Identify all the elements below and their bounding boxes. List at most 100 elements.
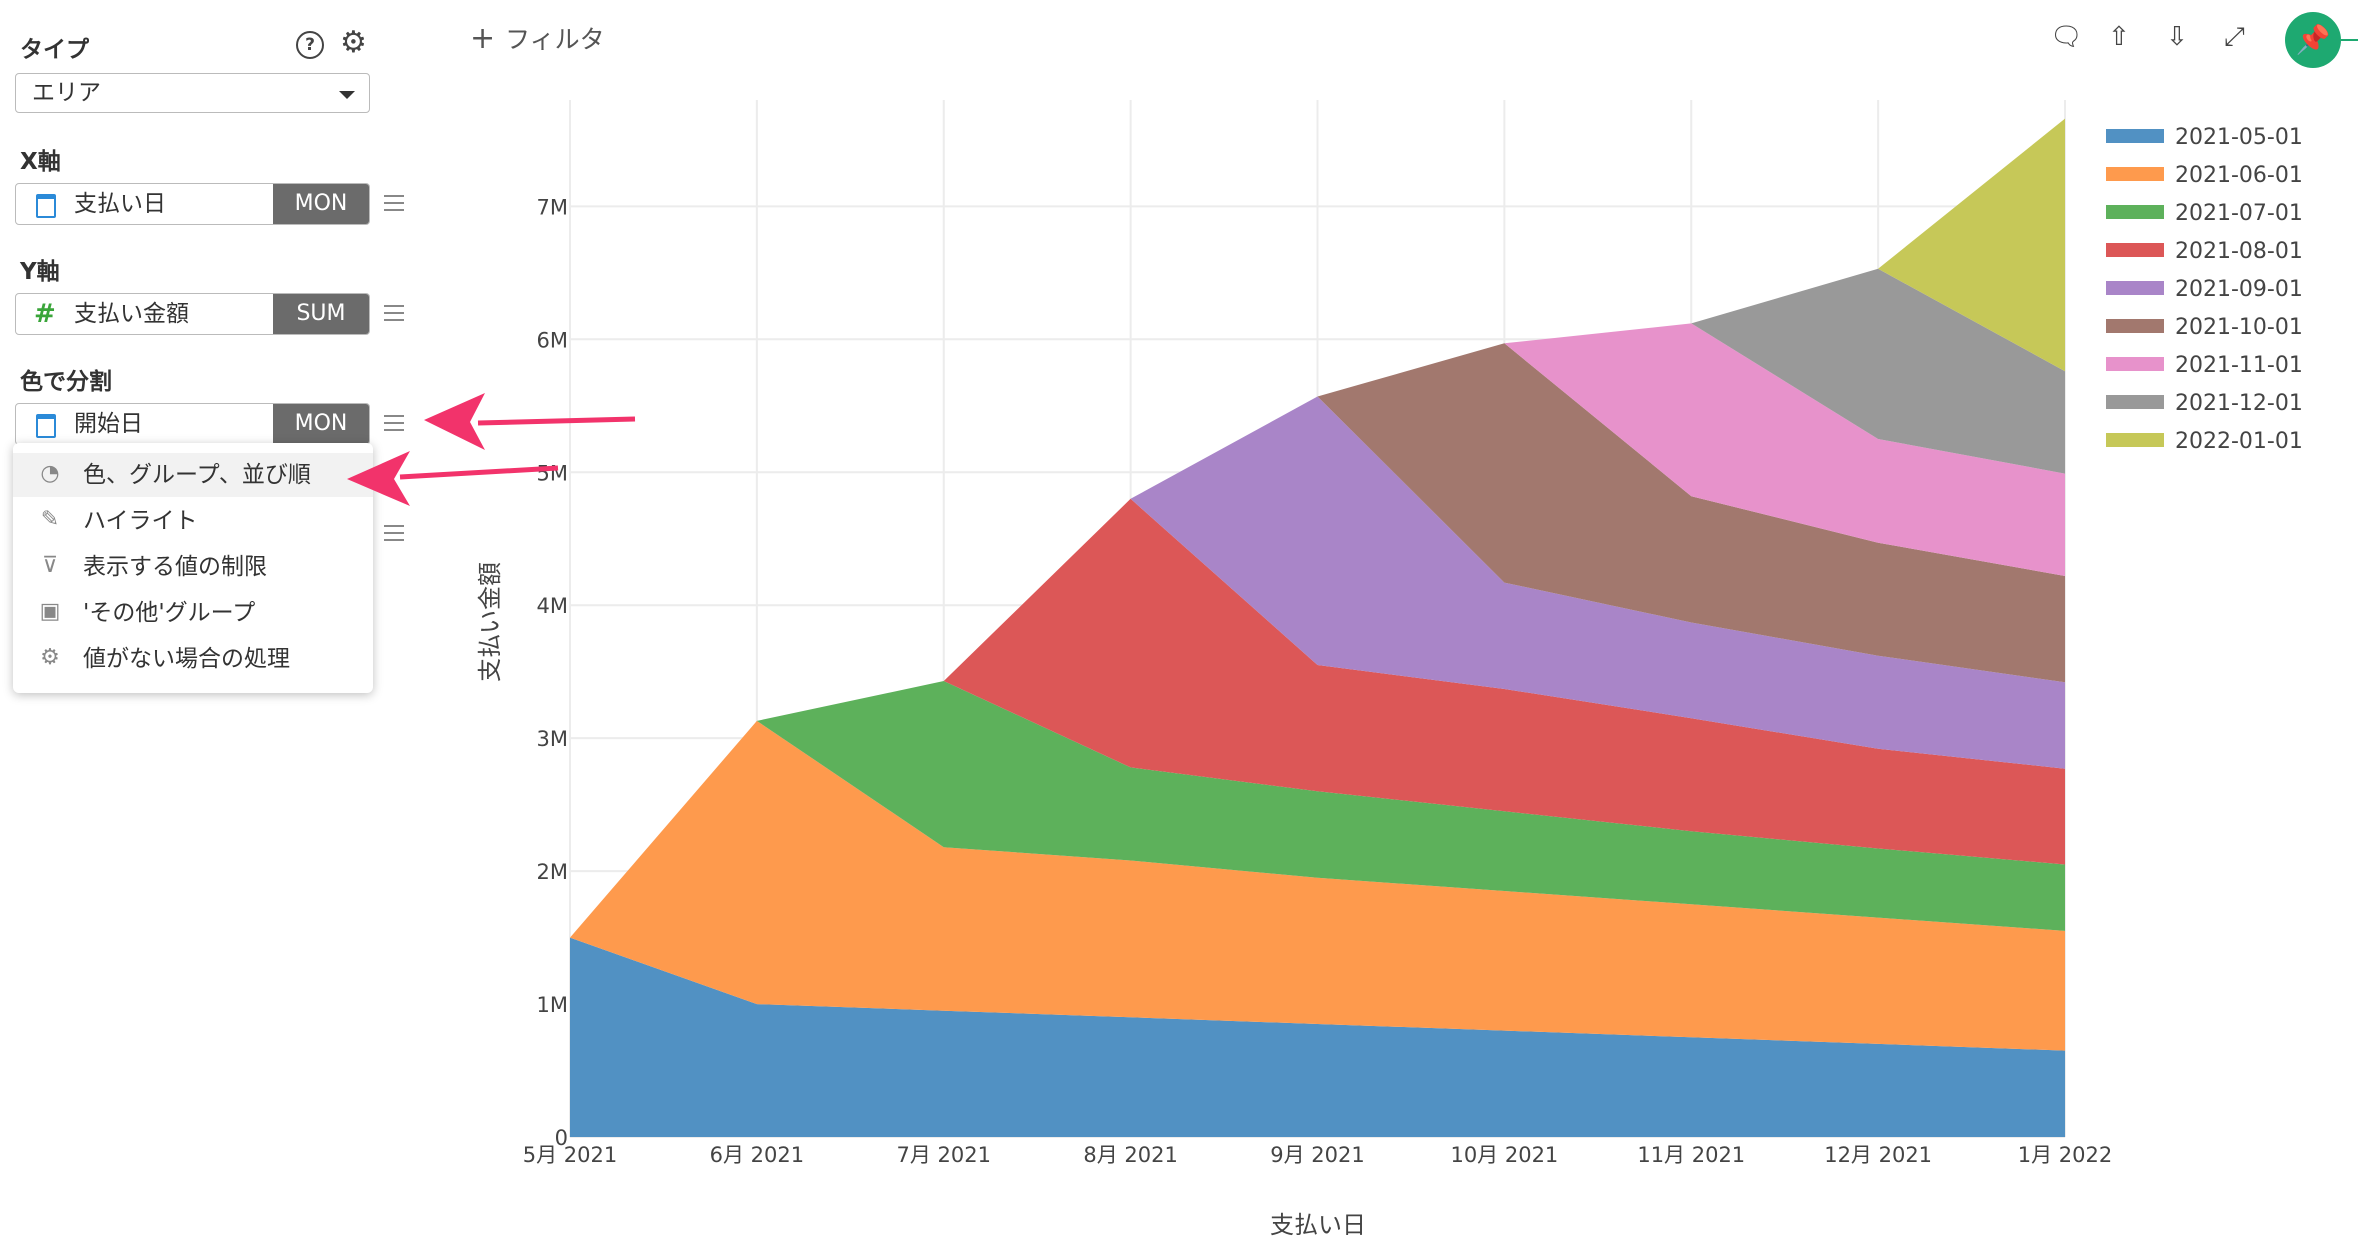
menu-item-label: 色、グループ、並び順	[83, 462, 311, 488]
area-series-2021-11-01	[570, 323, 2065, 938]
legend-swatch	[2106, 319, 2164, 333]
x-tick-label: 11月 2021	[1637, 1143, 1745, 1167]
menu-item-label: 'その他'グループ	[83, 600, 256, 626]
settings-panel: タイプ ? ⚙ エリア X軸 支払い日 MON Y軸 # 支払い金額 SUM 色…	[0, 0, 404, 1256]
y-axis-agg-button[interactable]: SUM	[273, 294, 369, 334]
chart-type-select[interactable]: エリア	[15, 73, 370, 113]
y-axis-menu-icon[interactable]	[384, 305, 404, 321]
legend-label: 2021-08-01	[2175, 239, 2303, 264]
help-icon[interactable]: ?	[296, 31, 324, 59]
y-tick-label: 3M	[537, 727, 568, 751]
download-icon[interactable]: ⇩	[2166, 22, 2188, 52]
comment-icon[interactable]: 🗨	[2050, 22, 2084, 52]
chart-legend: 2021-05-01 2021-06-01 2021-07-01 2021-08-01…	[2106, 125, 2303, 454]
filter-icon: ⊽	[41, 553, 59, 578]
menu-item-missing-values[interactable]: ⚙ 値がない場合の処理	[13, 637, 373, 681]
y-tick-label: 7M	[537, 195, 568, 219]
calendar-icon	[36, 194, 56, 218]
menu-item-label: ハイライト	[83, 508, 198, 534]
legend-label: 2021-09-01	[2175, 277, 2303, 302]
legend-label: 2021-10-01	[2175, 315, 2303, 340]
arrow-head	[347, 451, 410, 506]
y-tick-label: 0	[555, 1126, 568, 1150]
y-axis-field-name: 支払い金額	[74, 301, 189, 327]
y-tick-label: 6M	[537, 328, 568, 352]
x-tick-label: 10月 2021	[1450, 1143, 1558, 1167]
x-axis-label: X軸	[20, 149, 61, 175]
menu-item-color-group-order[interactable]: ◔ 色、グループ、並び順	[13, 453, 373, 497]
y-tick-label: 4M	[537, 594, 568, 618]
legend-label: 2021-07-01	[2175, 201, 2303, 226]
legend-label: 2022-01-01	[2175, 429, 2303, 454]
legend-swatch	[2106, 205, 2164, 219]
pin-icon[interactable]: 📌	[2285, 12, 2341, 68]
arrow-to-menu-item	[399, 465, 559, 480]
y-axis-field[interactable]: # 支払い金額 SUM	[15, 293, 370, 335]
x-axis-agg-button[interactable]: MON	[273, 184, 369, 224]
x-axis-field-name: 支払い日	[74, 191, 166, 217]
y-tick-label: 5M	[537, 461, 568, 485]
arrow-head	[424, 393, 485, 450]
pin-connector	[2341, 39, 2358, 41]
expand-icon[interactable]: ⤢	[2224, 22, 2245, 52]
type-label: タイプ	[20, 37, 89, 63]
legend-swatch	[2106, 129, 2164, 143]
legend-swatch	[2106, 167, 2164, 181]
area-series-2021-12-01	[570, 268, 2065, 938]
chart-type-value: エリア	[32, 80, 101, 106]
group-icon: ▣	[39, 599, 61, 624]
area-series-2021-07-01	[570, 681, 2065, 938]
color-split-menu-icon[interactable]	[384, 415, 404, 431]
x-tick-labels: 5月 2021 6月 2021 7月 2021 8月 2021 9月 2021 10月 2…	[523, 1143, 2112, 1167]
x-tick-label: 12月 2021	[1824, 1143, 1932, 1167]
color-split-agg-button[interactable]: MON	[273, 404, 369, 444]
pen-icon: ✎	[40, 507, 60, 532]
y-axis-label: Y軸	[20, 259, 60, 285]
legend-label: 2021-12-01	[2175, 391, 2303, 416]
color-split-field-name: 開始日	[74, 411, 143, 437]
menu-item-other-group[interactable]: ▣ 'その他'グループ	[13, 591, 373, 635]
area-series-2021-09-01	[570, 396, 2065, 938]
chart-areas	[570, 118, 2065, 1137]
legend-swatch	[2106, 357, 2164, 371]
x-axis-field[interactable]: 支払い日 MON	[15, 183, 370, 225]
x-axis-title: 支払い日	[1270, 1211, 1366, 1239]
menu-item-label: 値がない場合の処理	[83, 646, 290, 672]
extra-menu-icon[interactable]	[384, 525, 404, 541]
x-tick-label: 9月 2021	[1270, 1143, 1364, 1167]
color-split-field[interactable]: 開始日 MON	[15, 403, 370, 445]
upload-icon[interactable]: ⇧	[2108, 22, 2130, 52]
x-tick-label: 6月 2021	[710, 1143, 804, 1167]
y-axis-title: 支払い金額	[476, 562, 504, 682]
filter-button[interactable]: + フィルタ	[470, 20, 605, 56]
gear-icon[interactable]: ⚙	[340, 25, 367, 60]
y-tick-label: 1M	[537, 993, 568, 1017]
arrow-to-menu-button	[477, 416, 636, 426]
legend-swatch	[2106, 243, 2164, 257]
y-tick-labels: 0 1M 2M 3M 4M 5M 6M 7M	[537, 195, 568, 1150]
annotation-arrows	[347, 393, 636, 506]
x-tick-label: 5月 2021	[523, 1143, 617, 1167]
legend-swatch	[2106, 281, 2164, 295]
menu-item-highlight[interactable]: ✎ ハイライト	[13, 499, 373, 543]
legend-swatch	[2106, 433, 2164, 447]
x-tick-label: 8月 2021	[1083, 1143, 1177, 1167]
filter-label: フィルタ	[505, 25, 605, 54]
legend-label: 2021-05-01	[2175, 125, 2303, 150]
plus-icon: +	[470, 21, 496, 56]
menu-item-limit-values[interactable]: ⊽ 表示する値の制限	[13, 545, 373, 589]
menu-item-label: 表示する値の制限	[83, 554, 267, 580]
area-series-2021-08-01	[570, 498, 2065, 938]
legend-label: 2021-11-01	[2175, 353, 2303, 378]
area-series-2021-06-01	[570, 720, 2065, 1051]
area-series-2021-05-01	[570, 937, 2065, 1137]
legend-swatch	[2106, 395, 2164, 409]
color-split-label: 色で分割	[20, 369, 112, 395]
calendar-icon	[36, 414, 56, 438]
x-tick-label: 1月 2022	[2018, 1143, 2112, 1167]
y-tick-label: 2M	[537, 860, 568, 884]
x-axis-menu-icon[interactable]	[384, 195, 404, 211]
palette-icon: ◔	[40, 461, 60, 486]
x-tick-label: 7月 2021	[897, 1143, 991, 1167]
chevron-down-icon	[339, 91, 355, 99]
